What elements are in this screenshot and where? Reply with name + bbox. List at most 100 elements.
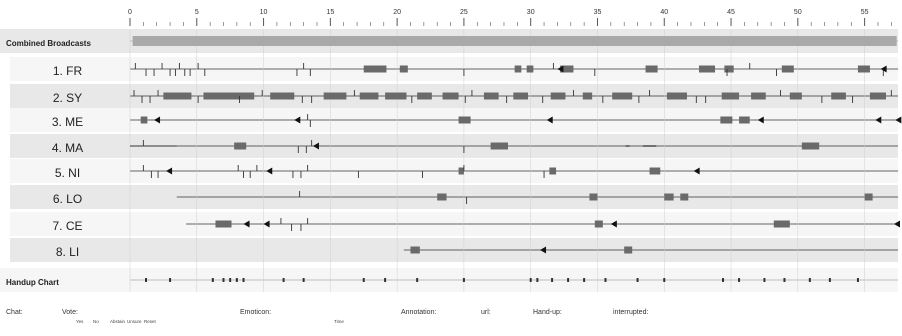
event-arrow — [243, 220, 250, 228]
handup-mark — [282, 278, 285, 282]
row-label: 4. MA — [51, 141, 84, 155]
handup-mark — [567, 278, 570, 282]
axis-tick-label: 25 — [460, 9, 468, 16]
event-block — [739, 116, 750, 124]
handup-mark — [235, 278, 238, 282]
event-arrow — [312, 142, 319, 150]
row-labels: Combined Broadcasts 1. FR 2. SY 3. ME 4. MA 5… — [0, 0, 125, 331]
handup-mark — [529, 278, 532, 282]
event-block — [724, 65, 734, 73]
event-arrow — [546, 116, 553, 124]
event-block — [203, 92, 255, 100]
event-block — [773, 220, 790, 228]
event-arrow — [263, 220, 270, 228]
handup-mark — [536, 278, 539, 282]
legend-sublabel: No — [93, 319, 99, 324]
event-block — [857, 65, 870, 73]
handup-mark — [384, 278, 387, 282]
event-block — [385, 92, 407, 100]
event-block — [582, 92, 593, 100]
legend-sublabel: Unsure — [127, 319, 142, 324]
event-block — [831, 92, 846, 100]
event-block — [801, 142, 820, 150]
event-block — [789, 92, 802, 100]
event-arrow — [540, 246, 547, 254]
axis-tick-label: 10 — [260, 9, 268, 16]
axis-tick-label: 30 — [527, 9, 535, 16]
event-arrow — [875, 116, 882, 124]
axis-tick-label: 40 — [660, 9, 668, 16]
handup-mark — [362, 278, 365, 282]
row-label: 8. LI — [55, 245, 80, 259]
event-arrow — [557, 65, 564, 73]
event-block — [363, 65, 387, 73]
handup-mark — [856, 278, 859, 282]
legend-item: Annotation: — [401, 309, 437, 316]
axis-tick-label: 20 — [393, 9, 401, 16]
event-block — [645, 65, 658, 73]
handup-mark — [302, 278, 305, 282]
legend-item: Hand-up: — [533, 309, 562, 316]
event-block — [417, 92, 432, 100]
event-block — [624, 246, 633, 254]
event-block — [594, 220, 603, 228]
row-label: 2. SY — [52, 91, 83, 105]
event-block — [437, 193, 447, 201]
legend-item: Vote: — [62, 309, 78, 316]
legend-sublabel: Abstain — [110, 319, 126, 324]
legend-sublabel: Time — [334, 319, 344, 324]
handup-mark — [783, 278, 786, 282]
event-block — [864, 193, 873, 201]
event-block — [399, 65, 408, 73]
legend-item: Emoticon: — [240, 309, 272, 316]
handup-mark — [738, 278, 741, 282]
handup-mark — [583, 278, 586, 282]
handup-mark — [551, 278, 554, 282]
handup-mark — [828, 278, 831, 282]
event-block — [359, 92, 379, 100]
legend-sublabel: Yes — [76, 319, 84, 324]
handup-mark — [808, 278, 811, 282]
axis-tick-label: 55 — [861, 9, 869, 16]
handup-mark — [663, 278, 666, 282]
event-block — [513, 92, 529, 100]
event-block — [869, 92, 886, 100]
event-block — [649, 167, 661, 175]
event-arrow — [166, 167, 173, 175]
event-block — [234, 142, 247, 150]
axis-tick-label: 0 — [128, 9, 132, 16]
event-arrow — [893, 220, 900, 228]
row-label: 1. FR — [52, 64, 83, 78]
event-block — [442, 92, 459, 100]
axis-tick-label: 15 — [326, 9, 334, 16]
row-label: 3. ME — [51, 115, 84, 129]
handup-mark — [211, 278, 214, 282]
handup-mark — [242, 278, 245, 282]
handup-mark — [229, 278, 232, 282]
broadcast-block — [132, 36, 897, 46]
event-block — [698, 65, 716, 73]
event-block — [589, 193, 598, 201]
row-label: Handup Chart — [6, 277, 59, 287]
legend-item: url: — [481, 309, 491, 316]
event-arrow — [693, 167, 700, 175]
handup-mark — [604, 278, 607, 282]
handup-mark — [145, 278, 148, 282]
event-block — [514, 65, 522, 73]
event-block — [664, 193, 674, 201]
event-block — [666, 92, 687, 100]
row-label: 5. NI — [54, 166, 81, 180]
row-label: 6. LO — [52, 192, 83, 206]
handup-mark — [462, 278, 465, 282]
event-block — [680, 193, 689, 201]
event-block — [215, 220, 232, 228]
event-arrow — [880, 65, 887, 73]
event-block — [721, 92, 740, 100]
legend-item: Chat: — [6, 309, 23, 316]
legend-sublabel: Reset — [144, 319, 156, 324]
handup-mark — [416, 278, 419, 282]
event-block — [140, 116, 148, 124]
event-block — [458, 116, 471, 124]
event-block — [410, 246, 420, 254]
